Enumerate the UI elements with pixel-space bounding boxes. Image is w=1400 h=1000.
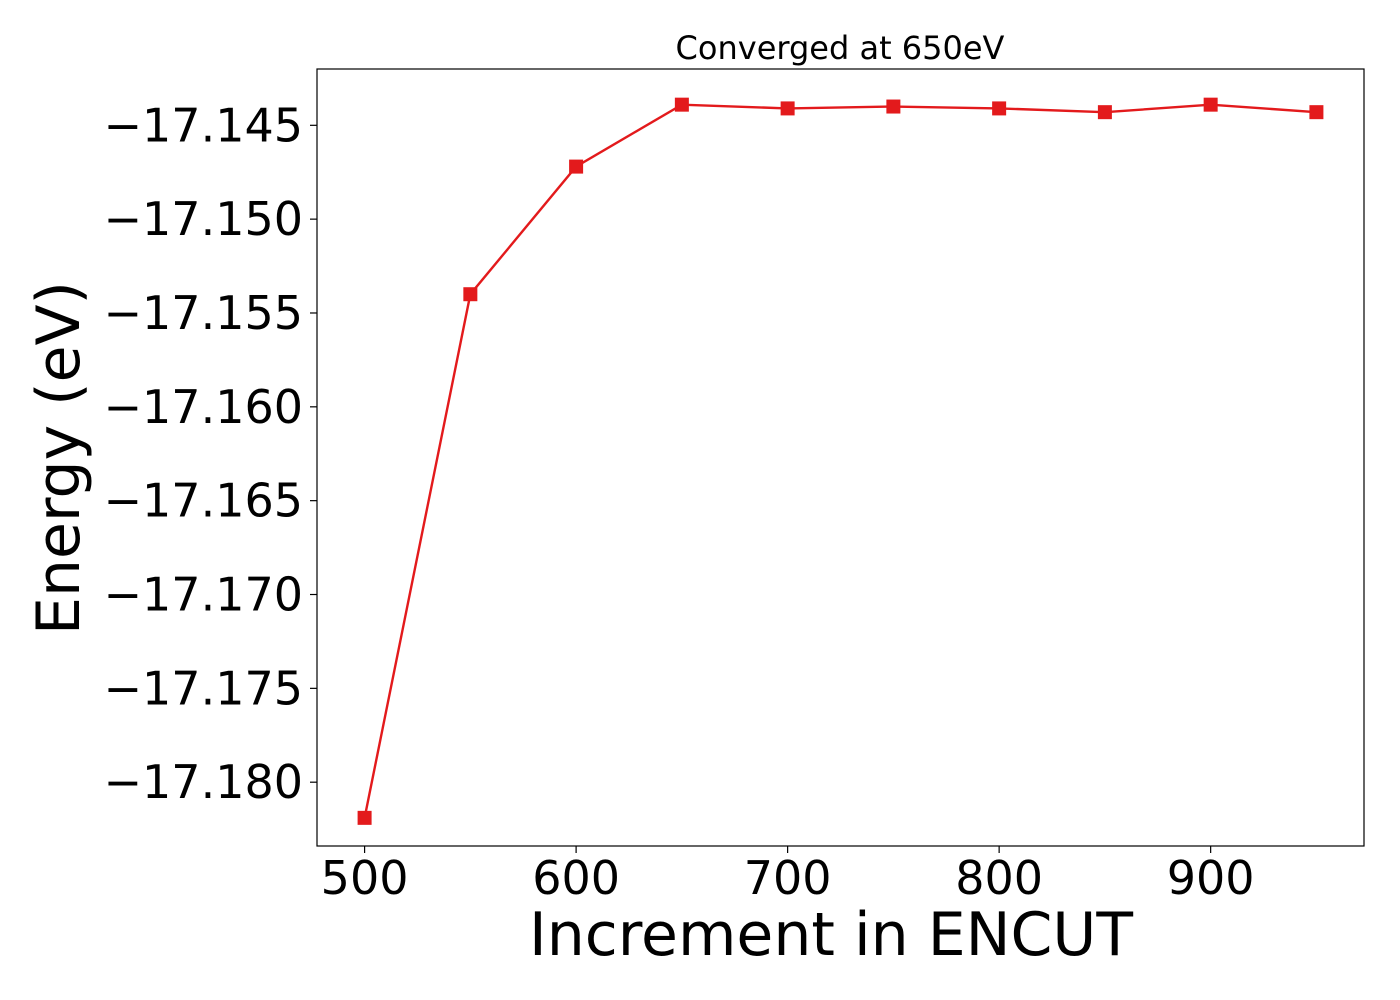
y-axis-label: Energy (eV) [24,281,94,635]
y-tick-label: −17.155 [104,286,304,340]
x-axis-ticks: 500 600 700 800 900 [321,846,1255,905]
data-point-marker [1097,105,1112,120]
y-tick-label: −17.165 [104,474,304,528]
x-axis-label: Increment in ENCUT [529,900,1133,970]
y-tick-label: −17.180 [104,755,304,809]
y-tick-label: −17.145 [104,98,304,152]
data-point-marker [357,810,372,825]
data-point-marker [992,101,1007,116]
data-point-marker [463,287,478,302]
x-tick-label: 500 [321,851,409,905]
y-tick-label: −17.150 [104,192,304,246]
series-line [363,103,1317,819]
y-tick-label: −17.160 [104,380,304,434]
data-point-marker [1203,97,1218,112]
x-tick-label: 900 [1167,851,1255,905]
y-tick-label: −17.170 [104,568,304,622]
x-tick-label: 600 [532,851,620,905]
data-point-marker [674,97,689,112]
y-tick-label: −17.175 [104,661,304,715]
chart-title: Converged at 650eV [676,29,1005,67]
y-axis-ticks: −17.180 −17.175 −17.170 −17.165 −17.160 −17.1… [104,98,317,809]
x-tick-label: 700 [744,851,832,905]
data-point-marker [780,101,795,116]
data-point-marker [569,159,584,174]
data-point-marker [886,99,901,114]
x-tick-label: 800 [955,851,1043,905]
series-energy [357,97,1324,825]
plot-area [316,68,1365,847]
data-point-marker [1309,105,1324,120]
